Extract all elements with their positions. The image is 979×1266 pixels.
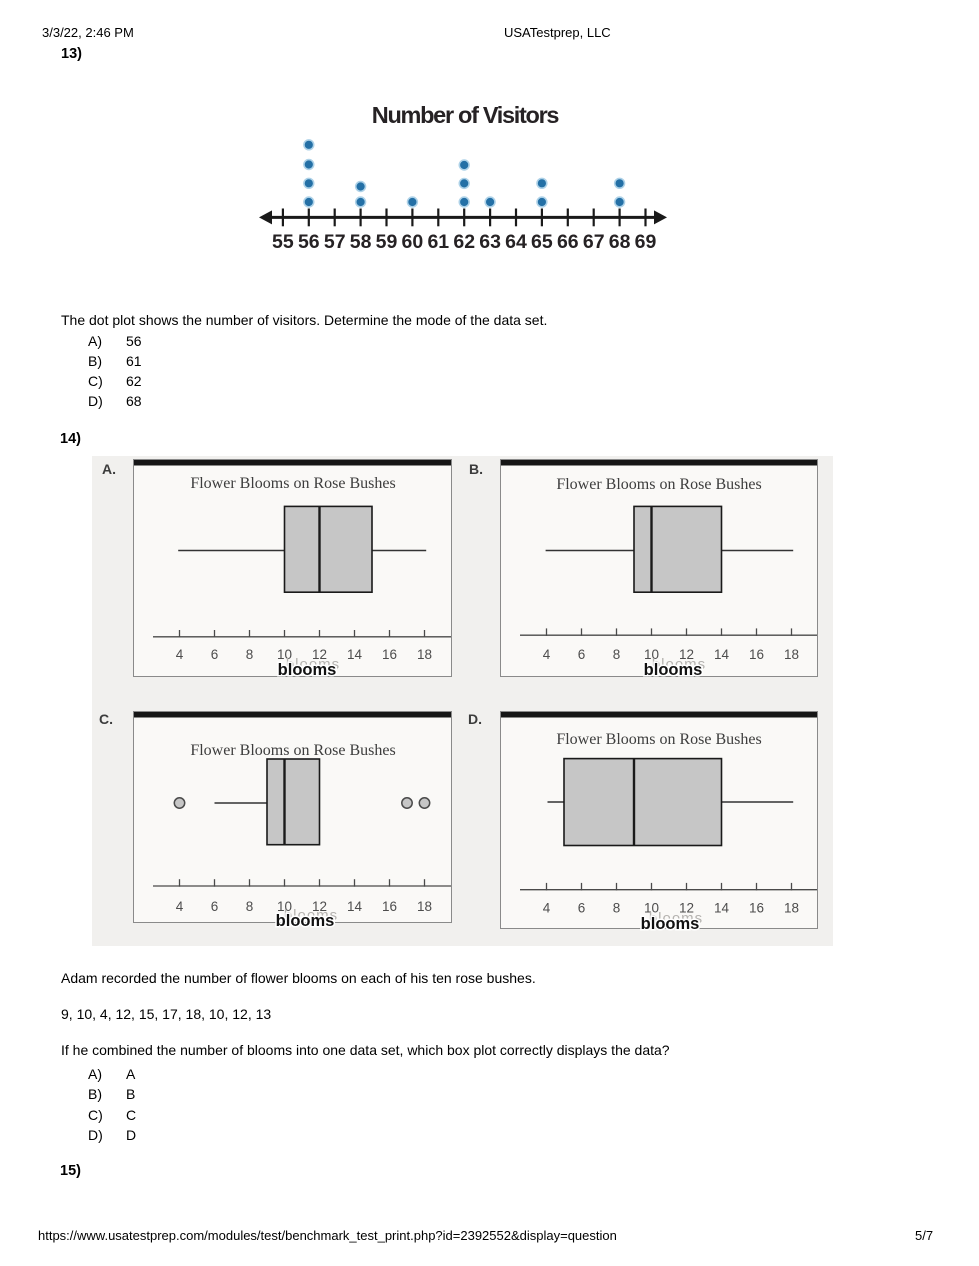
svg-text:4: 4: [176, 647, 184, 662]
svg-text:6: 6: [578, 901, 586, 916]
svg-text:4: 4: [543, 901, 551, 916]
svg-text:Flower Blooms on Rose Bushes: Flower Blooms on Rose Bushes: [556, 476, 761, 493]
svg-text:18: 18: [784, 901, 799, 916]
svg-text:55: 55: [272, 231, 294, 253]
svg-text:16: 16: [382, 899, 397, 914]
svg-text:56: 56: [298, 231, 320, 253]
svg-text:12: 12: [312, 647, 327, 662]
svg-text:58: 58: [350, 231, 372, 253]
svg-text:10: 10: [644, 647, 659, 662]
svg-text:blooms: blooms: [276, 912, 335, 930]
svg-text:57: 57: [324, 231, 346, 253]
svg-text:14: 14: [714, 647, 730, 662]
svg-text:4: 4: [543, 647, 551, 662]
svg-text:blooms: blooms: [644, 661, 703, 679]
svg-text:blooms: blooms: [284, 907, 338, 924]
svg-text:Flower Blooms on Rose Bushes: Flower Blooms on Rose Bushes: [190, 742, 395, 759]
svg-text:8: 8: [246, 899, 254, 914]
svg-text:4: 4: [176, 899, 184, 914]
svg-text:60: 60: [402, 231, 424, 253]
svg-text:12: 12: [679, 901, 694, 916]
svg-text:blooms: blooms: [641, 915, 700, 933]
svg-text:14: 14: [347, 647, 363, 662]
svg-text:8: 8: [613, 647, 621, 662]
svg-text:10: 10: [277, 899, 292, 914]
svg-text:blooms: blooms: [278, 661, 337, 679]
svg-text:10: 10: [644, 901, 659, 916]
svg-text:14: 14: [714, 901, 730, 916]
svg-text:18: 18: [417, 899, 432, 914]
svg-text:12: 12: [679, 647, 694, 662]
svg-text:12: 12: [312, 899, 327, 914]
svg-text:6: 6: [211, 899, 219, 914]
svg-text:59: 59: [376, 231, 398, 253]
svg-text:6: 6: [211, 647, 219, 662]
svg-text:68: 68: [609, 231, 631, 253]
svg-text:66: 66: [557, 231, 579, 253]
svg-text:65: 65: [531, 231, 553, 253]
svg-text:61: 61: [427, 231, 449, 253]
svg-text:69: 69: [635, 231, 657, 253]
svg-text:18: 18: [784, 647, 799, 662]
svg-text:63: 63: [479, 231, 501, 253]
svg-text:64: 64: [505, 231, 527, 253]
svg-text:Flower Blooms on Rose Bushes: Flower Blooms on Rose Bushes: [556, 731, 761, 748]
svg-text:blooms: blooms: [286, 656, 340, 673]
svg-text:14: 14: [347, 899, 363, 914]
svg-text:blooms: blooms: [652, 656, 706, 673]
svg-text:67: 67: [583, 231, 605, 253]
svg-text:16: 16: [382, 647, 397, 662]
svg-text:16: 16: [749, 647, 764, 662]
svg-text:Number of Visitors: Number of Visitors: [372, 102, 560, 128]
svg-text:16: 16: [749, 901, 764, 916]
svg-text:8: 8: [246, 647, 254, 662]
svg-text:Flower Blooms on Rose Bushes: Flower Blooms on Rose Bushes: [190, 475, 395, 492]
svg-text:blooms: blooms: [649, 910, 703, 927]
svg-text:6: 6: [578, 647, 586, 662]
svg-text:8: 8: [613, 901, 621, 916]
svg-text:18: 18: [417, 647, 432, 662]
svg-text:62: 62: [453, 231, 475, 253]
svg-text:10: 10: [277, 647, 292, 662]
